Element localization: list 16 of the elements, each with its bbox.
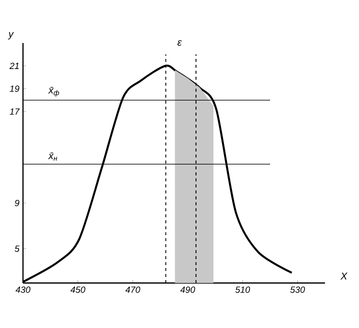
y-axis-title: y xyxy=(8,32,14,40)
x-tick-label: 530 xyxy=(290,286,305,293)
y-tick-label: 21 xyxy=(9,62,19,69)
annotation: ε xyxy=(177,40,182,46)
y-tick-label: 5 xyxy=(14,246,20,252)
ref-line-label: x̄$_{н}$ xyxy=(48,152,58,161)
y-tick-label: 9 xyxy=(14,200,20,206)
x-axis-title: X xyxy=(340,272,348,280)
x-tick-label: 450 xyxy=(70,286,86,293)
ref-line-label: x̄$_{ф}$ xyxy=(48,87,60,97)
x-tick-label: 510 xyxy=(235,286,250,293)
y-tick-label: 17 xyxy=(10,108,20,115)
y-tick-label: 19 xyxy=(10,86,20,92)
x-tick-label: 470 xyxy=(125,286,140,293)
x-tick-label: 490 xyxy=(180,286,196,293)
x-tick-label: 430 xyxy=(16,286,30,293)
